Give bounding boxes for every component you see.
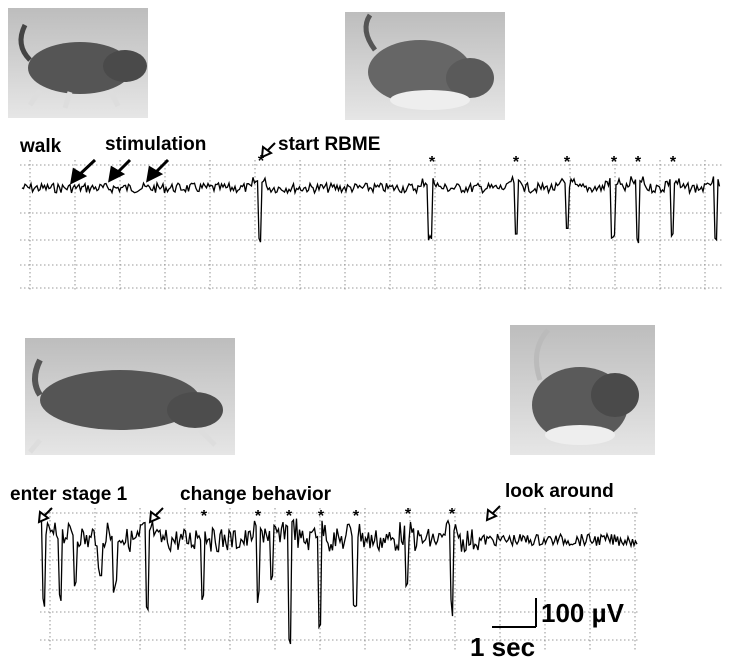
asterisk: *: [564, 154, 571, 171]
scale-bar: 100 µV 1 sec: [470, 598, 625, 662]
asterisk: *: [353, 508, 360, 525]
scale-voltage: 100 µV: [541, 598, 625, 628]
traces: * * * * * * * * * * * * * *: [21, 153, 721, 645]
asterisk: *: [513, 154, 520, 171]
label: change behavior: [180, 484, 332, 505]
grids: [20, 160, 722, 652]
scale-time: 1 sec: [470, 632, 535, 662]
photo-look-around: [510, 325, 655, 455]
asterisk: *: [286, 508, 293, 525]
asterisk: *: [318, 508, 325, 525]
label: enter stage 1: [10, 484, 128, 505]
label: stimulation: [105, 134, 206, 155]
eeg-trace: [21, 174, 721, 244]
asterisk: *: [670, 154, 677, 171]
photo-stimulation: [345, 12, 505, 120]
open-arrows: [37, 142, 501, 524]
asterisk: *: [635, 154, 642, 171]
asterisk: *: [201, 508, 208, 525]
asterisk: *: [611, 154, 618, 171]
photo-walk: [8, 8, 148, 118]
asterisk: *: [449, 506, 456, 523]
eeg-trace: [39, 518, 638, 645]
label: look around: [505, 481, 614, 502]
label: walk: [19, 136, 62, 157]
asterisk: *: [255, 508, 262, 525]
asterisk: *: [258, 153, 265, 170]
photo-stage1: [25, 338, 235, 455]
label: start RBME: [278, 134, 380, 155]
asterisk: *: [429, 154, 436, 171]
arrows: [70, 158, 170, 185]
asterisk: *: [405, 506, 412, 523]
